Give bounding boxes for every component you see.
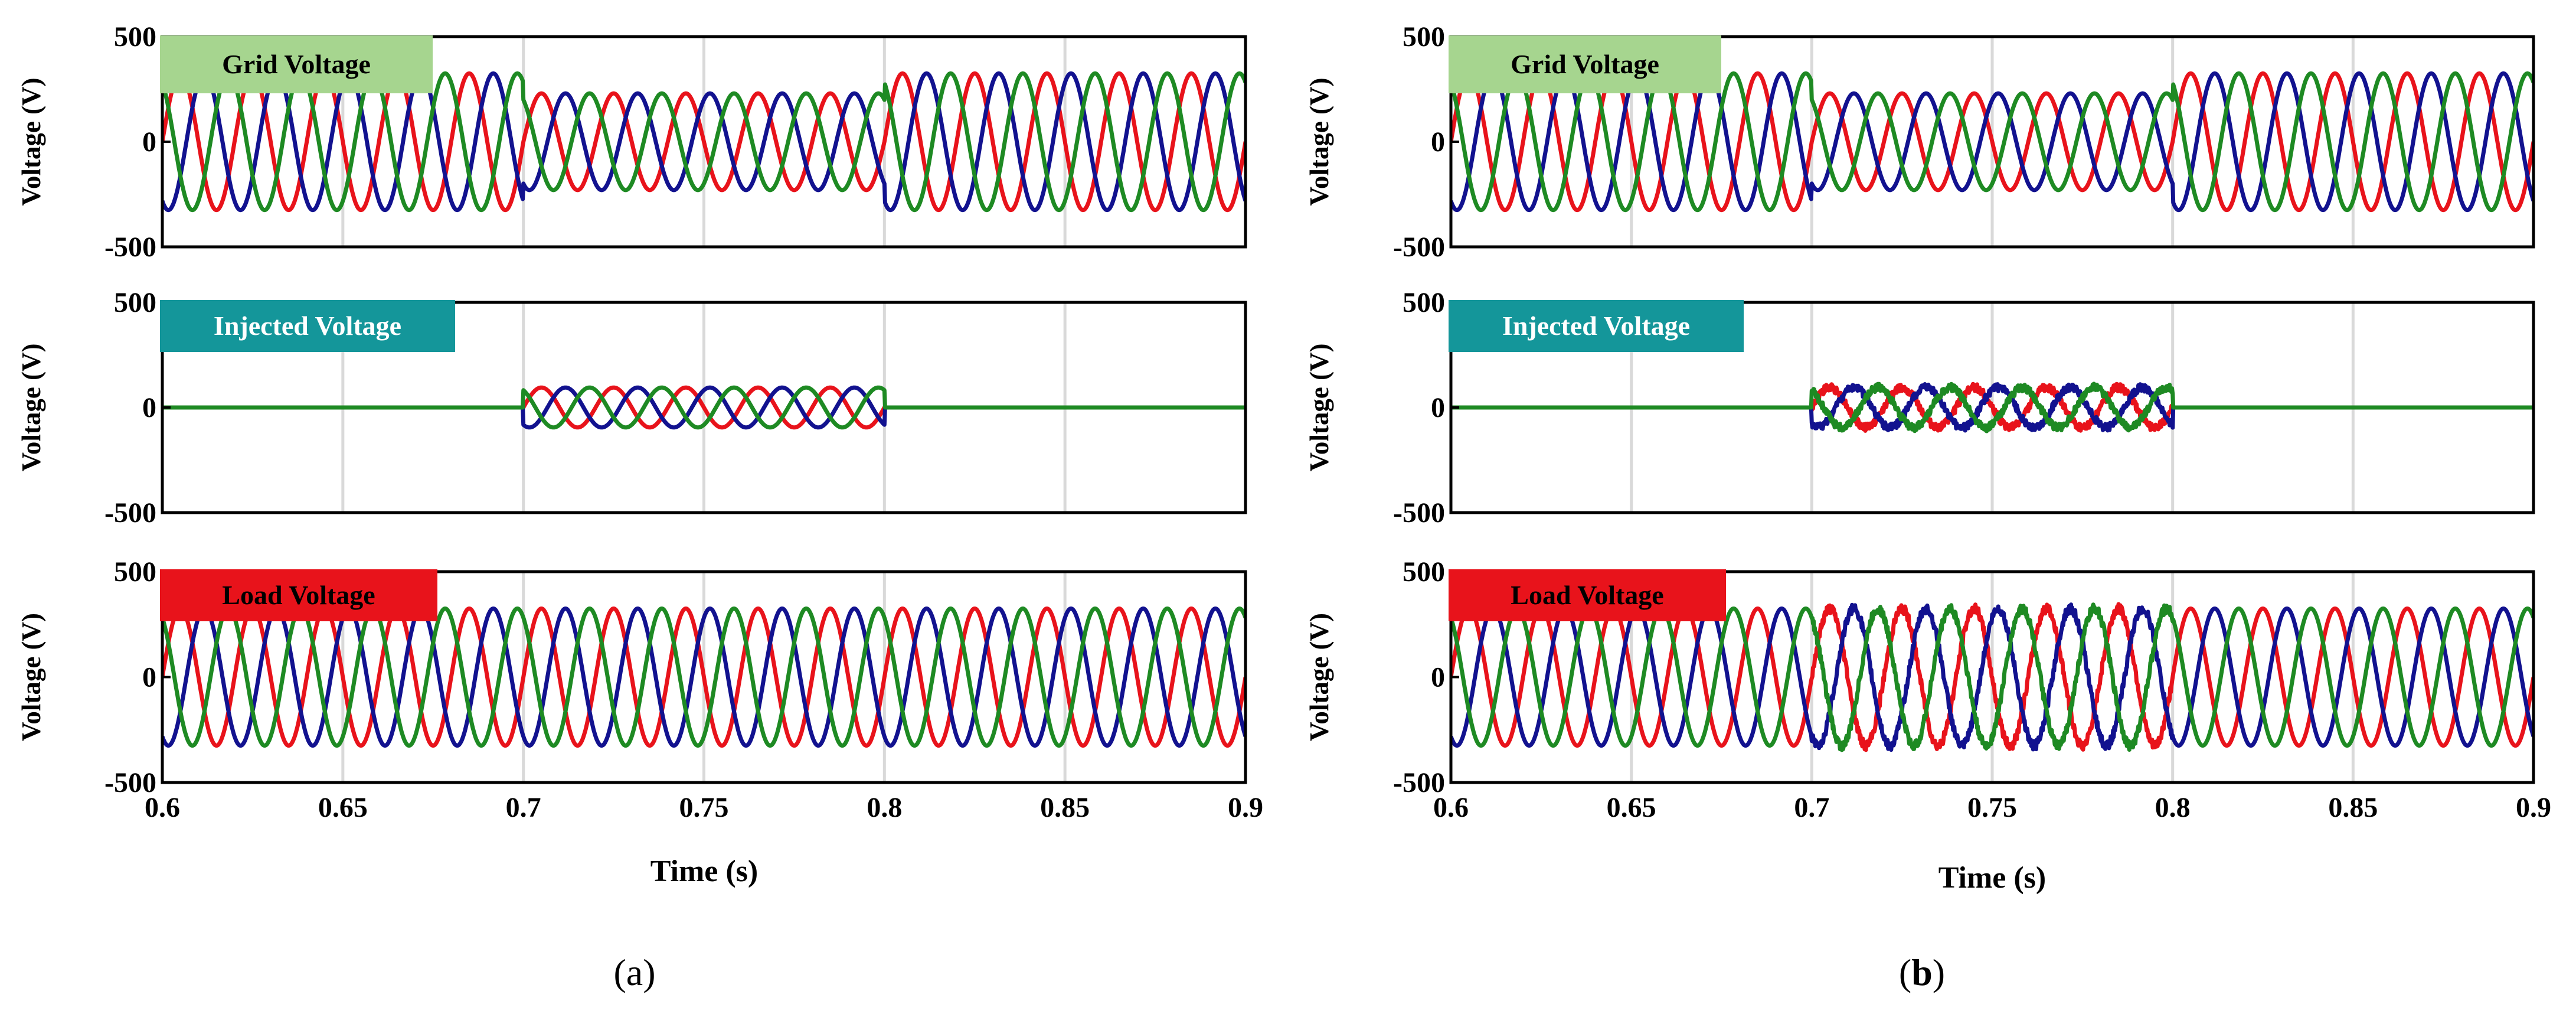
y-tick-label: -500 [104,232,156,263]
panel-title: Injected Voltage [1502,311,1690,341]
y-tick-label: 0 [142,662,156,693]
series-phase-a [162,71,1245,213]
y-tick-label: 500 [114,556,156,588]
panel-title-box [1449,569,1726,621]
panel-title: Injected Voltage [214,311,401,341]
panel-title-box [160,569,437,621]
chart-a: 500 0 -500 Voltage (V) Grid Voltage 500 0 -500 V… [17,21,1263,888]
panel-title: Grid Voltage [222,49,371,79]
y-tick-label: -500 [1393,767,1445,798]
y-tick-label: 0 [142,392,156,423]
series-phase-c [1451,382,2533,433]
series-phase-c [162,71,1245,213]
x-tick-label: 0.7 [1794,792,1829,823]
x-tick-label: 0.85 [1040,792,1090,823]
y-tick-label: 0 [1431,662,1445,693]
series-phase-a [1451,602,2533,752]
y-tick-label: 500 [1403,21,1445,53]
x-axis-label: Time (s) [1938,861,2046,895]
x-tick-label: 0.85 [2328,792,2378,823]
x-tick-label: 0.8 [867,792,902,823]
y-tick-label: -500 [1393,232,1445,263]
series-phase-c [1451,602,2533,752]
x-tick-label: 0.6 [1433,792,1469,823]
traces [1451,382,2533,433]
x-tick-label: 0.8 [2155,792,2191,823]
panel-grid-voltage: 500 0 -500 Voltage (V) Grid Voltage [1305,21,2535,263]
y-axis-label: Voltage (V) [1305,343,1334,471]
series-phase-c [162,607,1245,748]
y-axis-label: Voltage (V) [17,343,46,471]
panel-title: Grid Voltage [1511,49,1659,79]
chart-b: 500 0 -500 Voltage (V) Grid Voltage 500 0 -500 V… [1305,21,2551,895]
x-tick-label: 0.75 [679,792,729,823]
subfigure-label-a: (a) [613,951,655,993]
y-tick-label: 500 [1403,556,1445,588]
y-tick-label: 0 [1431,392,1445,423]
panel-title-box [160,300,455,352]
x-tick-label: 0.7 [506,792,541,823]
panel-injected-voltage: 500 0 -500 Voltage (V) Injected Voltage [1305,287,2535,529]
series-phase-c [162,385,1245,430]
traces [162,385,1245,430]
x-tick-label: 0.65 [318,792,368,823]
panel-title: Load Voltage [1511,580,1663,610]
series-phase-a [162,607,1245,748]
x-axis-label: Time (s) [650,855,758,888]
panel-load-voltage: 500 0 -500 Voltage (V) Load Voltage [1305,556,2535,798]
y-tick-label: 0 [142,126,156,158]
y-tick-label: 500 [114,21,156,53]
y-axis-label: Voltage (V) [1305,77,1334,206]
x-tick-label: 0.6 [145,792,180,823]
y-tick-label: 500 [1403,287,1445,318]
panel-title-box [160,35,433,93]
subfigure-label-b: (b) [1899,951,1945,993]
panel-title-box [1449,35,1721,93]
panel-load-voltage: 500 0 -500 Voltage (V) Load Voltage [17,556,1247,798]
y-axis-label: Voltage (V) [17,613,46,741]
y-axis-label: Voltage (V) [17,77,46,206]
y-tick-label: -500 [104,767,156,798]
x-tick-label: 0.65 [1607,792,1656,823]
series-phase-c [1451,71,2533,213]
panel-title: Load Voltage [222,580,375,610]
panel-title-box [1449,300,1744,352]
x-tick-label: 0.9 [2516,792,2551,823]
panel-grid-voltage: 500 0 -500 Voltage (V) Grid Voltage [17,21,1247,263]
y-tick-label: -500 [1393,497,1445,529]
x-tick-label: 0.9 [1228,792,1263,823]
y-tick-label: -500 [104,497,156,529]
series-phase-a [1451,71,2533,213]
panel-injected-voltage: 500 0 -500 Voltage (V) Injected Voltage [17,287,1247,529]
y-tick-label: 500 [114,287,156,318]
x-tick-label: 0.75 [1967,792,2017,823]
y-axis-label: Voltage (V) [1305,613,1334,741]
y-tick-label: 0 [1431,126,1445,158]
